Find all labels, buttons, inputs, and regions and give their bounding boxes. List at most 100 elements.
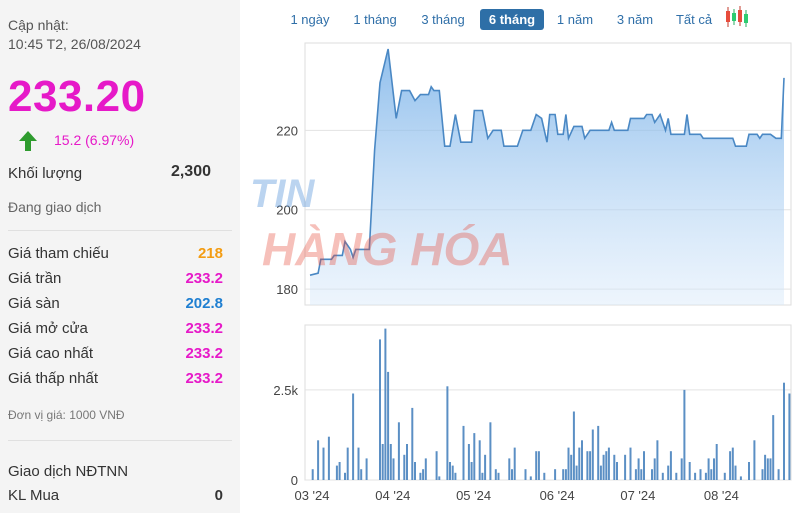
volume-bar [446,386,449,480]
volume-bar [669,451,672,480]
volume-bar [766,458,769,480]
volume-bar [607,447,610,480]
volume-bar [537,451,540,480]
volume-bar [578,447,581,480]
volume-bar [591,429,594,480]
volume-bar [470,462,473,480]
x-tick-label: 06 '24 [540,488,575,503]
tab-1-month[interactable]: 1 tháng [353,12,397,27]
volume-bar [605,451,608,480]
volume-bar [572,411,575,480]
volume-bar [613,454,616,480]
price-tick-label: 180 [276,282,298,297]
reference-price-label: Giá tham chiếu [8,245,109,262]
x-tick-label: 05 '24 [456,488,491,503]
volume-bar [731,447,734,480]
volume-bar [543,472,546,480]
low-price-label: Giá thấp nhất [8,370,99,387]
quote-panel: Cập nhật: 10:45 T2, 26/08/2024 233.20 15… [0,0,240,513]
volume-bar [338,462,341,480]
tab-3-months[interactable]: 3 tháng [421,12,465,27]
volume-bar [384,328,387,480]
volume-bar [346,447,349,480]
volume-bar [643,451,645,480]
tab-1-day[interactable]: 1 ngày [290,12,330,27]
volume-bar [379,339,381,480]
divider [8,230,232,231]
volume-bar [599,465,602,480]
volume-bar [397,422,400,480]
price-area [310,49,784,305]
volume-bar [694,472,697,480]
volume-bar [511,469,513,480]
up-arrow-icon [19,131,37,151]
volume-bar [651,469,653,480]
volume-bar [508,458,511,480]
candlestick-icon[interactable] [724,6,750,28]
volume-bar [422,469,425,480]
volume-bar [489,422,492,480]
volume-bar [581,440,583,480]
volume-bar [734,465,737,480]
volume-bar [435,451,438,480]
volume-bar [656,440,659,480]
tab-6-months[interactable]: 6 tháng [480,9,544,30]
volume-bar [462,425,465,480]
floor-price-label: Giá sàn [8,295,60,312]
volume-label: Khối lượng [8,165,83,182]
foreign-trading-title: Giao dịch NĐTNN [8,463,129,480]
volume-bar [438,476,441,480]
price-tick-label: 200 [276,203,298,218]
volume-bar [567,447,570,480]
volume-bar [723,472,726,480]
volume-bar [667,465,670,480]
volume-bar [616,462,618,480]
volume-bar [365,458,368,480]
trading-status: Đang giao dịch [8,199,102,215]
divider [8,440,232,441]
volume-bar [777,469,780,480]
current-price: 233.20 [8,72,146,121]
volume-bar [562,469,565,480]
volume-bar [344,472,346,480]
volume-bar [451,465,454,480]
volume-bar [788,393,791,480]
volume-bar [624,454,627,480]
volume-tick-label: 0 [291,473,298,488]
price-change: 15.2 (6.97%) [54,132,135,148]
x-tick-label: 07 '24 [620,488,655,503]
volume-bar [602,454,605,480]
volume-bar [570,454,573,480]
volume-bar [392,458,395,480]
high-price-label: Giá cao nhất [8,345,94,362]
volume-bar [575,465,578,480]
volume-bar [414,462,416,480]
volume-bar [481,472,484,480]
volume-bar [783,382,785,480]
volume-bar [513,447,516,480]
volume-bar [317,440,320,480]
tab-1-year[interactable]: 1 năm [556,12,594,27]
volume-bar [389,444,392,480]
volume-bar [535,451,538,480]
open-price-value: 233.2 [185,320,223,337]
tab-3-years[interactable]: 3 năm [616,12,654,27]
x-tick-label: 04 '24 [375,488,410,503]
volume-bar [710,469,713,480]
volume-bar [357,447,360,480]
x-tick-label: 03 '24 [294,488,329,503]
volume-bar [311,469,314,480]
volume-bar [327,436,330,480]
volume-bar [387,371,390,480]
volume-bar [524,469,527,480]
volume-bar [564,469,567,480]
tab-all[interactable]: Tất cả [675,12,713,27]
volume-bar [403,454,406,480]
price-unit-note: Đơn vị giá: 1000 VNĐ [8,408,125,422]
volume-bar [629,447,632,480]
volume-bar [699,469,702,480]
volume-bar [707,458,710,480]
volume-bar [473,433,476,480]
volume-bar [335,465,338,480]
